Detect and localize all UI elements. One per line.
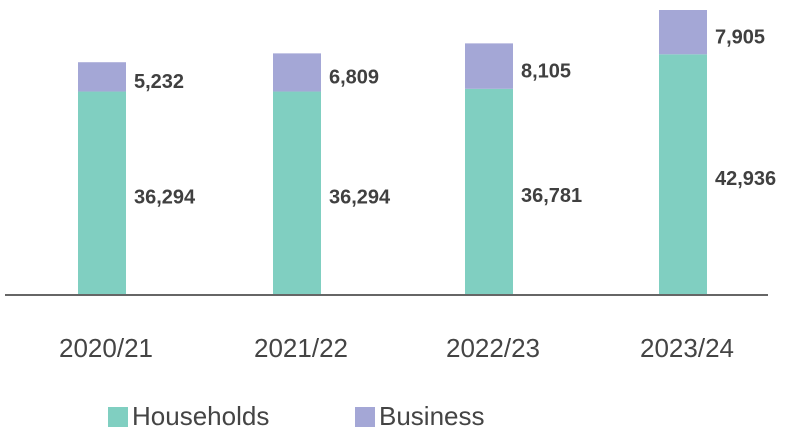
- value-label: 6,809: [329, 67, 379, 89]
- bar-segment: [465, 88, 513, 295]
- bar-segment: [659, 54, 707, 295]
- x-tick-label: 2022/23: [446, 333, 540, 363]
- value-label: 42,936: [715, 168, 776, 190]
- value-label: 36,294: [329, 187, 391, 209]
- bar-segment: [78, 91, 126, 295]
- legend-swatch: [355, 407, 375, 427]
- legend-swatch: [108, 407, 128, 427]
- bar-segment: [273, 91, 321, 295]
- bar-segment: [273, 53, 321, 92]
- bar-segment: [465, 43, 513, 89]
- x-tick-label: 2020/21: [59, 333, 153, 363]
- value-label: 5,232: [134, 71, 184, 93]
- value-label: 36,294: [134, 187, 196, 209]
- bar-segment: [78, 62, 126, 92]
- legend-label: Business: [379, 401, 485, 431]
- legend-label: Households: [132, 401, 269, 431]
- bar-segment: [659, 10, 707, 55]
- value-label: 8,105: [521, 60, 571, 82]
- x-tick-label: 2021/22: [254, 333, 348, 363]
- value-label: 36,781: [521, 185, 582, 207]
- x-tick-label: 2023/24: [640, 333, 734, 363]
- value-label: 7,905: [715, 26, 765, 48]
